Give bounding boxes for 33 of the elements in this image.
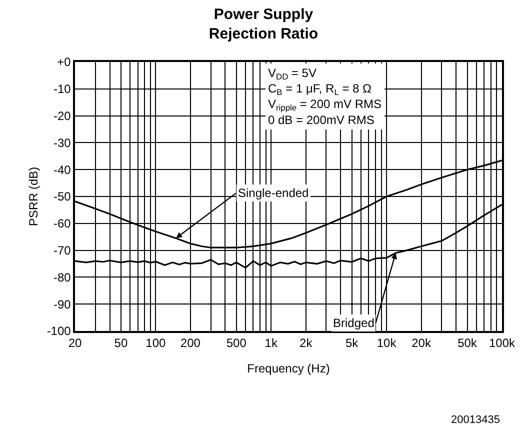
- y-tick-label: -50: [54, 190, 72, 204]
- annotation: Bridged: [333, 316, 374, 330]
- y-axis-title: PSRR (dB): [26, 166, 41, 226]
- x-tick-label: 5k: [345, 336, 360, 350]
- x-tick-label: 100k: [488, 336, 516, 350]
- y-tick-label: -10: [54, 82, 72, 96]
- y-tick-label: +0: [57, 55, 72, 70]
- y-tick-label: -80: [54, 270, 72, 284]
- annotation: 0 dB = 200mV RMS: [268, 112, 374, 127]
- y-tick-label: -70: [54, 244, 72, 258]
- x-tick-label: 20: [68, 336, 82, 350]
- x-tick-label: 50k: [458, 336, 478, 350]
- x-axis-title: Frequency (Hz): [247, 362, 330, 376]
- x-tick-label: 20k: [412, 336, 432, 350]
- x-tick-label: 200: [180, 336, 201, 350]
- x-tick-label: 500: [226, 336, 247, 350]
- annotation: V$_{ripple}$ = 200 mV RMS: [268, 97, 382, 113]
- chart-title: Power Supply Rejection Ratio: [208, 6, 318, 43]
- text: 20013435: [451, 414, 500, 426]
- y-tick-label: -20: [54, 109, 72, 123]
- y-tick-label: -40: [54, 162, 72, 177]
- y-tick-label: -60: [54, 216, 72, 231]
- y-tick-label: -100: [46, 324, 72, 338]
- x-tick-label: 100: [146, 336, 166, 350]
- x-tick-label: 10k: [376, 336, 398, 350]
- y-tick-label: -30: [54, 136, 72, 150]
- x-tick-label: 1k: [264, 336, 278, 350]
- annotation: Single-ended: [238, 186, 309, 200]
- annotation: C$_{B}$ = 1 μF, R$_{L}$ = 8 Ω: [268, 82, 372, 98]
- annotation: V$_{DD}$ = 5V: [268, 66, 316, 82]
- y-tick-label: -90: [54, 297, 72, 312]
- x-tick-label: 2k: [300, 336, 314, 350]
- x-tick-label: 50: [114, 336, 128, 350]
